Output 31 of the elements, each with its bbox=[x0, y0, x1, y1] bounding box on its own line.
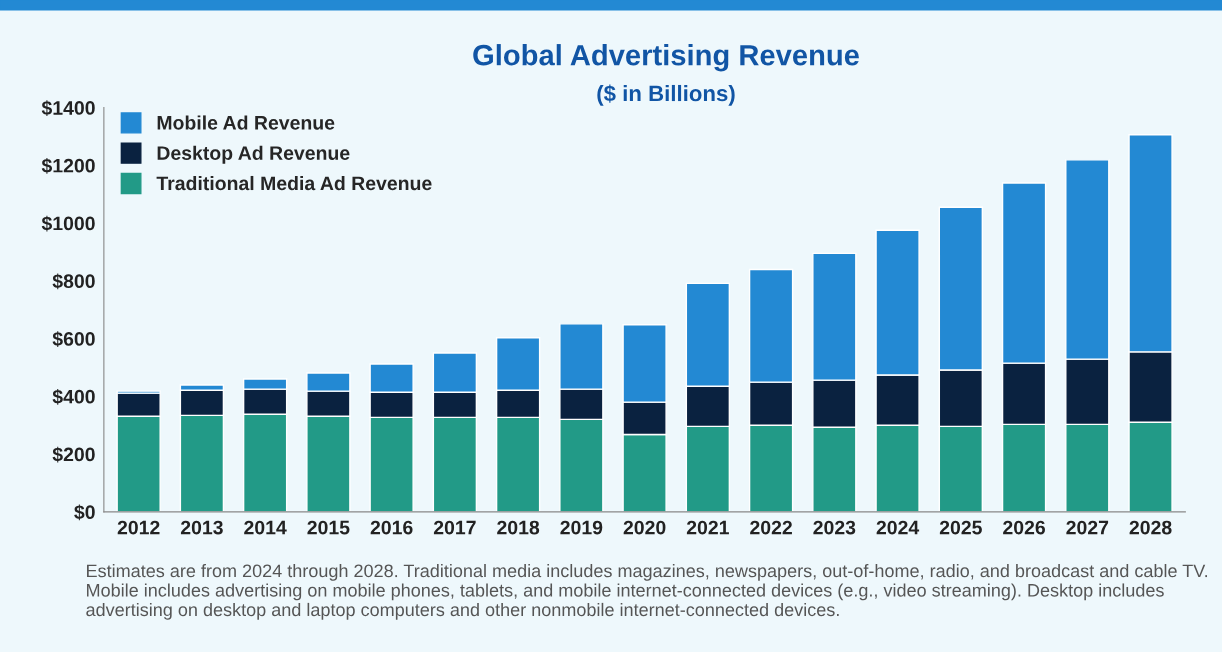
x-tick-label: 2014 bbox=[244, 520, 287, 535]
chart-title: Global Advertising Revenue bbox=[473, 44, 859, 72]
y-tick-label: $600 bbox=[52, 331, 95, 348]
y-tick-label: $400 bbox=[52, 388, 95, 405]
text: Estimates are from 2024 through 2028. Traditional media includes magazines, newspapers, out-of-home, radio, and broadcast and cable TV. Mobile includes advertising on mobile phones, tablets, and mobile internet-connected devices (e.g., video streaming). Desktop includes advertising on desktop and laptop computers and other nonmobile internet-connected devices. bbox=[86, 563, 1208, 620]
y-tick-label: $1000 bbox=[41, 215, 95, 232]
y-tick-label: $0 bbox=[74, 504, 95, 521]
y-tick-label: $1400 bbox=[41, 100, 95, 117]
x-tick-label: 2013 bbox=[180, 520, 223, 535]
x-tick-label: 2021 bbox=[686, 520, 729, 535]
legend-label: Desktop Ad Revenue bbox=[157, 145, 350, 164]
x-tick-label: 2026 bbox=[1003, 520, 1045, 535]
x-tick-label: 2024 bbox=[876, 520, 920, 535]
chart-subtitle: ($ in Billions) bbox=[597, 84, 735, 106]
x-tick-label: 2025 bbox=[939, 520, 982, 535]
x-tick-label: 2018 bbox=[497, 520, 540, 535]
legend-label: Traditional Media Ad Revenue bbox=[156, 175, 432, 191]
x-tick-label: 2028 bbox=[1129, 520, 1172, 535]
x-tick-label: 2027 bbox=[1066, 520, 1109, 535]
x-tick-label: 2017 bbox=[433, 520, 476, 535]
y-tick-label: $800 bbox=[52, 273, 95, 290]
y-tick-label: $200 bbox=[52, 446, 95, 463]
x-tick-label: 2023 bbox=[813, 520, 856, 535]
x-tick-label: 2016 bbox=[370, 520, 413, 535]
x-tick-label: 2012 bbox=[117, 520, 160, 535]
x-tick-label: 2020 bbox=[623, 520, 666, 535]
x-tick-label: 2019 bbox=[560, 520, 603, 535]
y-tick-label: $1200 bbox=[41, 157, 95, 174]
x-tick-label: 2015 bbox=[307, 520, 350, 535]
x-tick-label: 2022 bbox=[750, 520, 792, 535]
legend-label: Mobile Ad Revenue bbox=[157, 115, 335, 130]
